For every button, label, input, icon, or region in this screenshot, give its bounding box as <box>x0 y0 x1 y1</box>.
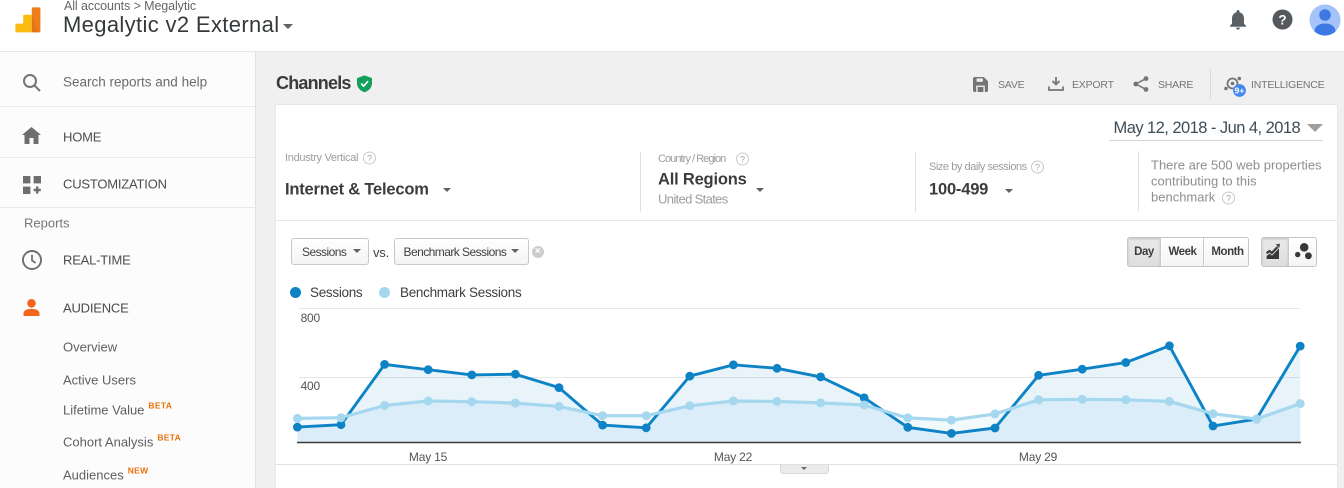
svg-text:?: ? <box>1278 12 1286 27</box>
svg-text:9+: 9+ <box>1235 86 1245 96</box>
